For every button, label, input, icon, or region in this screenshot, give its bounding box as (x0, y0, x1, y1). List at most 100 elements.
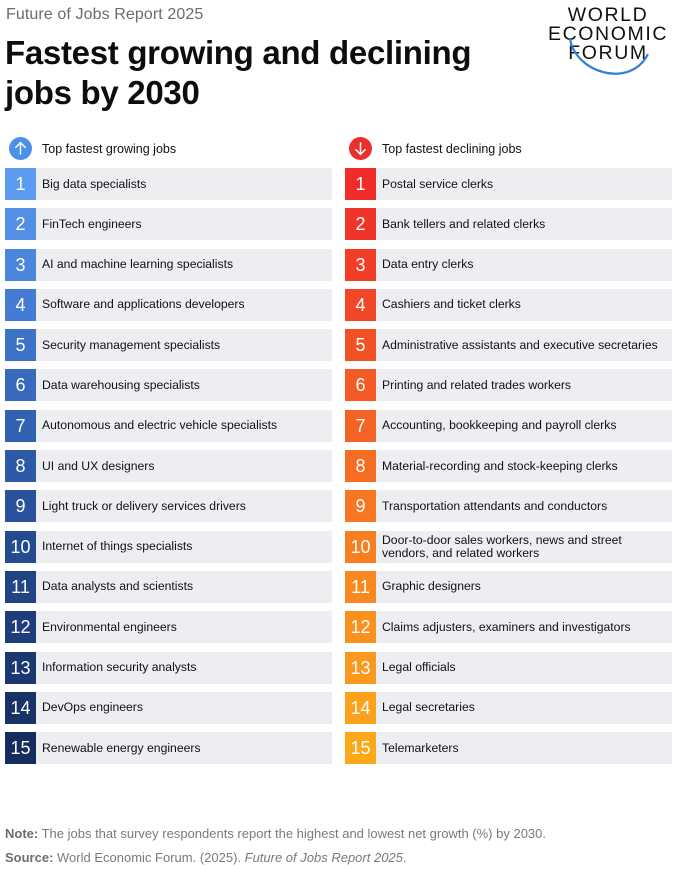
rank-badge: 5 (345, 329, 376, 362)
growing-jobs-heading: Top fastest growing jobs (42, 142, 177, 156)
arrow-up-icon (9, 137, 32, 160)
list-item: 4 Cashiers and ticket clerks (345, 288, 672, 321)
job-title: Claims adjusters, examiners and investig… (382, 619, 631, 634)
list-item: 2 Bank tellers and related clerks (345, 208, 672, 241)
footnote: Note: The jobs that survey respondents r… (5, 826, 546, 841)
list-item: 5 Administrative assistants and executive… (345, 329, 672, 362)
list-item: 2 FinTech engineers (5, 208, 332, 241)
list-item: 3 AI and machine learning specialists (5, 248, 332, 281)
rank-badge: 11 (345, 570, 376, 603)
source-text: World Economic Forum. (2025). (53, 850, 245, 865)
job-title: Accounting, bookkeeping and payroll cler… (382, 418, 617, 433)
job-title: Material-recording and stock-keeping cle… (382, 458, 618, 473)
rank-badge: 12 (345, 611, 376, 644)
rank-badge: 7 (5, 409, 36, 442)
list-item: 3 Data entry clerks (345, 248, 672, 281)
rank-badge: 1 (5, 168, 36, 200)
list-item: 14 DevOps engineers (5, 691, 332, 724)
job-title: Administrative assistants and executive … (382, 337, 658, 352)
rank-badge: 13 (5, 651, 36, 684)
job-title: Security management specialists (42, 337, 221, 352)
report-kicker: Future of Jobs Report 2025 (6, 6, 204, 23)
job-title: Printing and related trades workers (382, 377, 572, 392)
rank-badge: 10 (345, 530, 376, 563)
rank-badge: 12 (5, 611, 36, 644)
list-item: 6 Printing and related trades workers (345, 369, 672, 402)
job-title: Information security analysts (42, 660, 197, 675)
declining-jobs-column: Top fastest declining jobs 1 Postal servi… (345, 135, 672, 772)
list-item: 12 Claims adjusters, examiners and invest… (345, 611, 672, 644)
source-end: . (402, 850, 407, 865)
list-item: 15 Renewable energy engineers (5, 732, 332, 765)
page-title: Fastest growing and declining jobs by 20… (5, 34, 472, 111)
growing-jobs-list: 1 Big data specialists 2 FinTech engineers 3… (5, 168, 332, 765)
rank-badge: 9 (345, 490, 376, 523)
note-label: Note: (5, 826, 39, 841)
job-title: Telemarketers (382, 740, 459, 755)
job-title: Autonomous and electric vehicle speciali… (42, 418, 278, 433)
wef-logo: WORLD ECONOMIC FORUM (540, 4, 676, 84)
growing-jobs-header: Top fastest growing jobs (5, 135, 332, 163)
list-item: 10 Door-to-door sales workers, news and s… (345, 530, 672, 563)
declining-jobs-list: 1 Postal service clerks 2 Bank tellers and … (345, 168, 672, 765)
logo-arc-icon (568, 37, 649, 75)
rank-badge: 4 (5, 288, 36, 321)
list-item: 15 Telemarketers (345, 732, 672, 765)
job-title: Bank tellers and related clerks (382, 216, 546, 231)
growing-jobs-column: Top fastest growing jobs 1 Big data speci… (5, 135, 332, 772)
list-item: 5 Security management specialists (5, 329, 332, 362)
source-line: Source: World Economic Forum. (2025). Fu… (5, 850, 407, 865)
job-title: Cashiers and ticket clerks (382, 297, 521, 312)
job-title: Legal secretaries (382, 700, 475, 715)
rank-badge: 14 (5, 691, 36, 724)
job-title: Door-to-door sales workers, news and str… (382, 532, 622, 560)
job-title: Renewable energy engineers (42, 740, 201, 755)
rank-badge: 6 (345, 369, 376, 402)
job-title: Data warehousing specialists (42, 377, 200, 392)
logo-line-2: ECONOMIC (547, 23, 669, 45)
rank-badge: 2 (5, 208, 36, 241)
job-title: Transportation attendants and conductors (382, 498, 608, 513)
rank-badge: 5 (5, 329, 36, 362)
job-title: Data entry clerks (382, 257, 474, 272)
job-title: UI and UX designers (42, 458, 155, 473)
list-item: 12 Environmental engineers (5, 611, 332, 644)
rank-badge: 14 (345, 691, 376, 724)
list-item: 10 Internet of things specialists (5, 530, 332, 563)
rank-badge: 2 (345, 208, 376, 241)
list-item: 13 Legal officials (345, 651, 672, 684)
declining-jobs-header: Top fastest declining jobs (345, 135, 672, 163)
declining-jobs-heading: Top fastest declining jobs (382, 142, 522, 156)
list-item: 11 Data analysts and scientists (5, 570, 332, 603)
list-item: 13 Information security analysts (5, 651, 332, 684)
list-item: 1 Big data specialists (5, 168, 332, 200)
job-title: DevOps engineers (42, 700, 143, 715)
job-title: Data analysts and scientists (42, 579, 194, 594)
job-title: Internet of things specialists (42, 539, 193, 554)
job-title: Legal officials (382, 660, 456, 675)
job-title: Graphic designers (382, 579, 481, 594)
logo-line-3: FORUM (568, 42, 648, 64)
rank-badge: 4 (345, 288, 376, 321)
rank-badge: 9 (5, 490, 36, 523)
arrow-down-icon (349, 137, 372, 160)
note-text: The jobs that survey respondents report … (38, 826, 546, 841)
job-title: FinTech engineers (42, 216, 142, 231)
list-item: 8 UI and UX designers (5, 450, 332, 483)
source-title: Future of Jobs Report 2025 (244, 850, 403, 865)
logo-line-1: WORLD (567, 4, 649, 26)
job-title: AI and machine learning specialists (42, 257, 234, 272)
rank-badge: 15 (5, 732, 36, 765)
rank-badge: 8 (345, 450, 376, 483)
job-title: Light truck or delivery services drivers (42, 498, 246, 513)
source-label: Source: (5, 850, 54, 865)
rank-badge: 7 (345, 409, 376, 442)
rank-badge: 1 (345, 168, 376, 200)
rank-badge: 3 (345, 248, 376, 281)
list-item: 1 Postal service clerks (345, 168, 672, 200)
list-item: 9 Light truck or delivery services driver… (5, 490, 332, 523)
rank-badge: 6 (5, 369, 36, 402)
job-title: Environmental engineers (42, 619, 177, 634)
job-title: Postal service clerks (382, 176, 494, 191)
